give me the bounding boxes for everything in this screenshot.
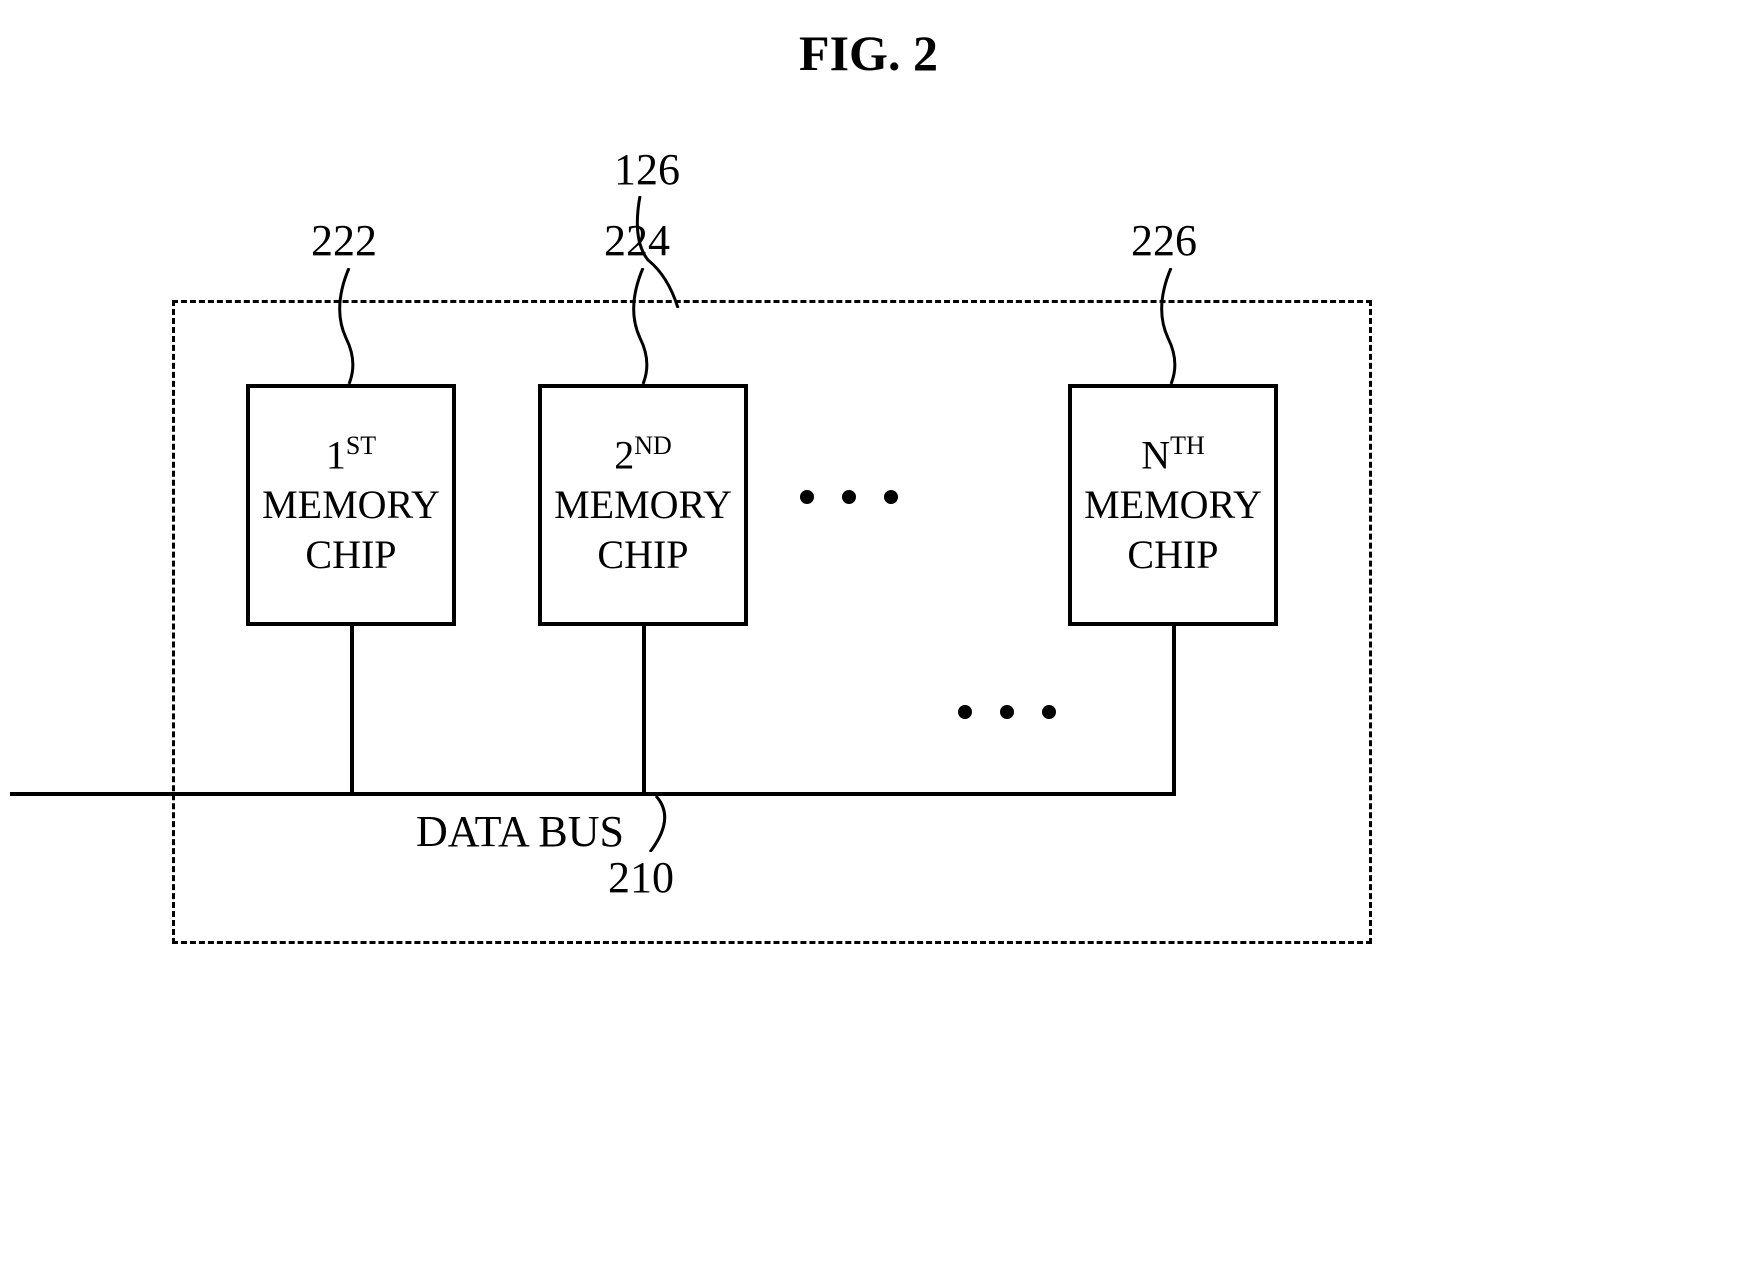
dot: [842, 490, 856, 504]
ellipsis-icon: [958, 705, 1056, 719]
dot: [958, 705, 972, 719]
dot: [884, 490, 898, 504]
dot: [800, 490, 814, 504]
chip-2-line3: CHIP: [597, 532, 688, 577]
chip-n-ordinal-sup: TH: [1170, 431, 1205, 460]
memory-chip-1-label: 1ST MEMORY CHIP: [262, 430, 440, 580]
bus-drop-chip-2: [642, 626, 646, 794]
chip-n-ordinal-base: N: [1141, 432, 1170, 477]
data-bus-label: DATA BUS: [416, 806, 624, 857]
ref-210: 210: [608, 852, 674, 903]
figure-title: FIG. 2: [0, 24, 1737, 82]
ref-224: 224: [604, 215, 670, 266]
memory-chip-2-label: 2ND MEMORY CHIP: [554, 430, 732, 580]
lead-line-224: [628, 268, 658, 384]
chip-1-line2: MEMORY: [262, 482, 440, 527]
ref-126: 126: [614, 144, 680, 195]
bus-drop-chip-n: [1172, 626, 1176, 796]
memory-chip-2: 2ND MEMORY CHIP: [538, 384, 748, 626]
chip-1-ordinal-base: 1: [326, 432, 346, 477]
bus-drop-chip-1: [350, 626, 354, 794]
ellipsis-icon: [800, 490, 898, 504]
chip-n-line2: MEMORY: [1084, 482, 1262, 527]
chip-1-line3: CHIP: [305, 532, 396, 577]
chip-1-ordinal-sup: ST: [346, 431, 376, 460]
chip-2-ordinal-base: 2: [614, 432, 634, 477]
dot: [1042, 705, 1056, 719]
lead-line-210: [646, 796, 680, 852]
memory-chip-n: NTH MEMORY CHIP: [1068, 384, 1278, 626]
ref-222: 222: [311, 215, 377, 266]
chip-2-ordinal-sup: ND: [634, 431, 672, 460]
memory-chip-1: 1ST MEMORY CHIP: [246, 384, 456, 626]
memory-chip-n-label: NTH MEMORY CHIP: [1084, 430, 1262, 580]
chip-2-line2: MEMORY: [554, 482, 732, 527]
data-bus-line: [10, 792, 1176, 796]
dot: [1000, 705, 1014, 719]
lead-line-226: [1156, 268, 1186, 384]
chip-n-line3: CHIP: [1127, 532, 1218, 577]
ref-226: 226: [1131, 215, 1197, 266]
lead-line-222: [334, 268, 364, 384]
